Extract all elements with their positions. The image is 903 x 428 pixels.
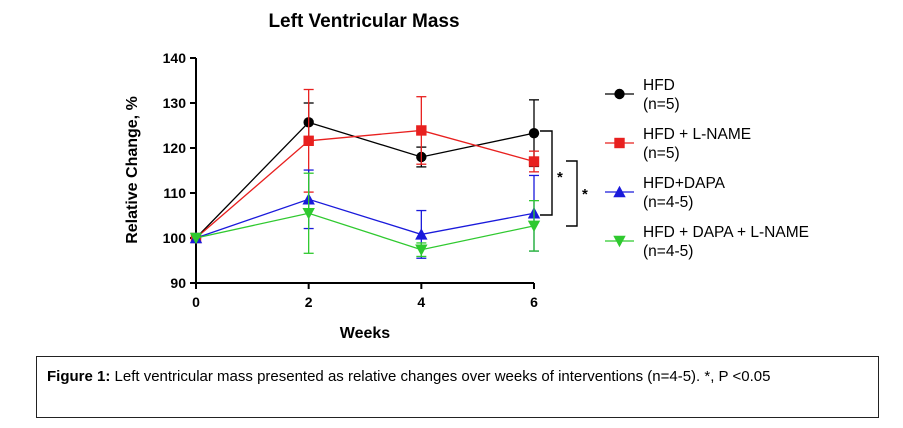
data-point [415, 228, 428, 240]
significance-bracket-2 [566, 160, 578, 227]
x-tick-label: 6 [530, 294, 538, 310]
legend-n-label: (n=5) [643, 145, 680, 162]
legend: HFD (n=5) HFD + L-NAME (n=5) HFD+DAPA (n=4-5)… [605, 77, 809, 260]
chart-title: Left Ventricular Mass [268, 11, 459, 32]
legend-marker [614, 137, 625, 149]
legend-label: HFD + DAPA + L-NAME [643, 224, 809, 241]
data-point [189, 232, 203, 245]
data-point [527, 220, 541, 233]
legend-label: HFD [643, 77, 675, 94]
series-line [195, 198, 535, 239]
plot-area: 90 100 110 120 130 140 0 2 4 6 [163, 50, 541, 310]
x-tick-label: 2 [305, 294, 313, 310]
data-point [528, 127, 540, 139]
y-tick-label: 130 [163, 95, 187, 111]
series-3 [189, 172, 541, 258]
figure-caption: Figure 1: Left ventricular mass presente… [36, 356, 879, 418]
y-tick-label: 140 [163, 50, 187, 66]
legend-marker [613, 185, 626, 198]
legend-item-2: HFD+DAPA (n=4-5) [605, 175, 726, 211]
legend-item-3: HFD + DAPA + L-NAME (n=4-5) [605, 224, 809, 260]
chart: Left Ventricular Mass 90 100 110 120 130 140 0… [124, 11, 809, 342]
series-line [195, 129, 535, 239]
data-point [416, 125, 427, 136]
caption-text: Left ventricular mass presented as relat… [110, 368, 771, 385]
legend-item-0: HFD (n=5) [605, 77, 680, 113]
series-line [195, 212, 535, 251]
legend-marker [614, 88, 625, 100]
legend-label: HFD + L-NAME [643, 126, 751, 143]
caption-label: Figure 1: [47, 368, 111, 385]
significance-marker-1: * [557, 169, 563, 186]
series-1 [190, 88, 540, 244]
data-point [415, 244, 428, 256]
y-tick-label: 90 [170, 275, 186, 291]
y-axis-label: Relative Change, % [124, 96, 141, 244]
legend-marker [613, 235, 626, 248]
significance-bracket-1 [540, 130, 553, 216]
significance-marker-2: * [582, 186, 588, 203]
data-point [528, 156, 540, 167]
legend-n-label: (n=4-5) [643, 194, 693, 211]
data-point [302, 208, 315, 220]
x-tick-label: 0 [192, 294, 200, 310]
x-tick-label: 4 [417, 294, 425, 310]
x-axis-label: Weeks [340, 325, 391, 342]
data-point [303, 135, 314, 146]
legend-label: HFD+DAPA [643, 175, 726, 192]
y-tick-label: 120 [163, 140, 187, 156]
y-tick-label: 110 [163, 185, 186, 201]
y-tick-label: 100 [163, 230, 187, 246]
series-2 [189, 169, 541, 259]
legend-item-1: HFD + L-NAME (n=5) [605, 126, 751, 162]
legend-n-label: (n=5) [643, 96, 680, 113]
legend-n-label: (n=4-5) [643, 243, 693, 260]
series-line [195, 121, 535, 239]
